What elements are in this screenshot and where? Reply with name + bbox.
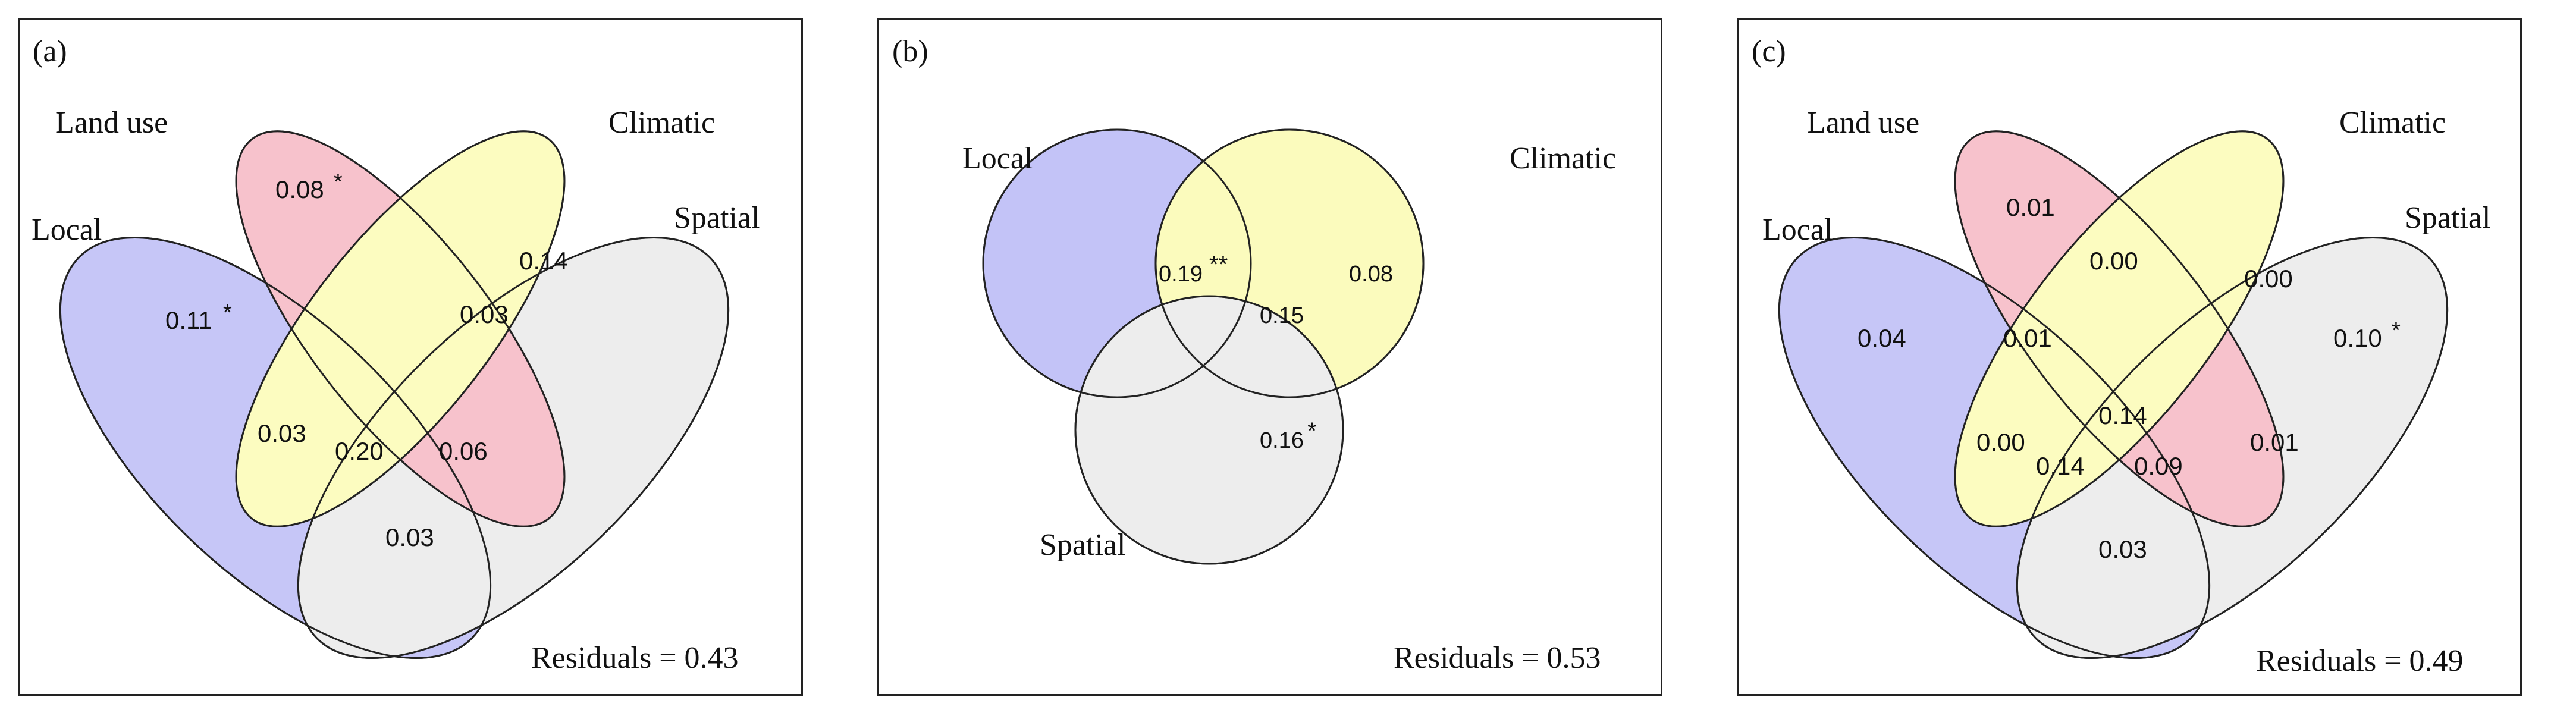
value-local-climatic: 0.15 bbox=[1260, 303, 1304, 328]
value-bottom: 0.03 bbox=[2098, 535, 2147, 563]
set-label-climatic: Climatic bbox=[2339, 106, 2446, 140]
significance-mark: * bbox=[1307, 418, 1317, 444]
venn-diagram-c: (c) Land use Local Climatic Spatial 0.01… bbox=[1752, 34, 2490, 678]
value-core-right: 0.03 bbox=[460, 300, 509, 328]
venn-diagram-a: (a) Land use Local Climatic Spatial 0.08… bbox=[32, 34, 760, 675]
value-local-only: 0.11 bbox=[165, 306, 212, 334]
set-label-local: Local bbox=[32, 213, 102, 247]
significance-mark: * bbox=[334, 169, 343, 194]
significance-mark: * bbox=[223, 300, 232, 325]
venn-panel-c: (c) Land use Local Climatic Spatial 0.01… bbox=[1737, 18, 2522, 696]
venn-diagram-b: (b) Local Climatic Spatial 0.19 ** 0.15 … bbox=[892, 34, 1616, 675]
significance-mark: ** bbox=[1209, 252, 1228, 278]
set-label-spatial: Spatial bbox=[674, 201, 760, 235]
value-climatic-only: 0.08 bbox=[1349, 262, 1393, 287]
value-climatic-spatial: 0.14 bbox=[519, 247, 568, 275]
value-bottom: 0.03 bbox=[385, 523, 434, 551]
significance-mark: * bbox=[2392, 318, 2401, 343]
value-right-lower: 0.06 bbox=[439, 437, 488, 465]
value-landuse-only: 0.08 bbox=[275, 175, 324, 203]
value-center: 0.20 bbox=[335, 437, 384, 465]
value-local-only: 0.19 bbox=[1159, 262, 1203, 287]
value-local-only: 0.04 bbox=[1858, 324, 1906, 352]
panel-tag: (c) bbox=[1752, 34, 1786, 68]
value-right-lower: 0.01 bbox=[2250, 428, 2299, 456]
set-label-climatic: Climatic bbox=[1510, 142, 1616, 175]
value-landuse-climatic: 0.00 bbox=[2089, 247, 2138, 275]
value-left-lower: 0.00 bbox=[1976, 428, 2025, 456]
set-label-spatial: Spatial bbox=[1040, 528, 1125, 562]
panel-tag: (b) bbox=[892, 34, 928, 68]
residuals-label: Residuals = 0.43 bbox=[531, 641, 739, 675]
value-spatial-only: 0.10 bbox=[2333, 324, 2382, 352]
set-label-climatic: Climatic bbox=[608, 106, 715, 140]
value-center: 0.14 bbox=[2098, 401, 2147, 429]
residuals-label: Residuals = 0.53 bbox=[1394, 641, 1601, 675]
value-landuse-only: 0.01 bbox=[2006, 193, 2055, 221]
value-left-lower: 0.03 bbox=[258, 419, 306, 447]
value-spatial-only: 0.16 bbox=[1260, 428, 1304, 453]
venn-panel-a: (a) Land use Local Climatic Spatial 0.08… bbox=[18, 18, 803, 696]
venn-panel-b: (b) Local Climatic Spatial 0.19 ** 0.15 … bbox=[877, 18, 1662, 696]
set-label-local: Local bbox=[962, 142, 1033, 175]
value-lower-left: 0.14 bbox=[2036, 452, 2085, 480]
set-label-spatial: Spatial bbox=[2405, 201, 2490, 235]
value-climatic-spatial: 0.00 bbox=[2244, 265, 2293, 293]
value-lower-right: 0.09 bbox=[2134, 452, 2183, 480]
set-label-local: Local bbox=[1762, 213, 1833, 247]
residuals-label: Residuals = 0.49 bbox=[2256, 644, 2464, 678]
set-label-landuse: Land use bbox=[1807, 106, 1919, 140]
value-upper-left: 0.01 bbox=[2003, 324, 2052, 352]
set-label-landuse: Land use bbox=[55, 106, 168, 140]
panel-tag: (a) bbox=[33, 34, 67, 68]
